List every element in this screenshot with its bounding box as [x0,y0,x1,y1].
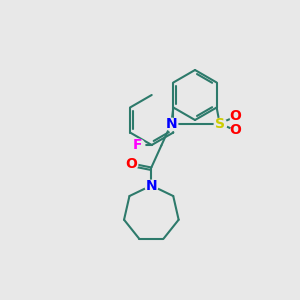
Text: O: O [125,157,137,170]
Text: O: O [230,124,242,137]
Text: F: F [133,138,142,152]
Text: S: S [215,116,225,130]
Text: O: O [230,110,242,124]
Text: N: N [146,178,157,193]
Text: N: N [166,116,177,130]
